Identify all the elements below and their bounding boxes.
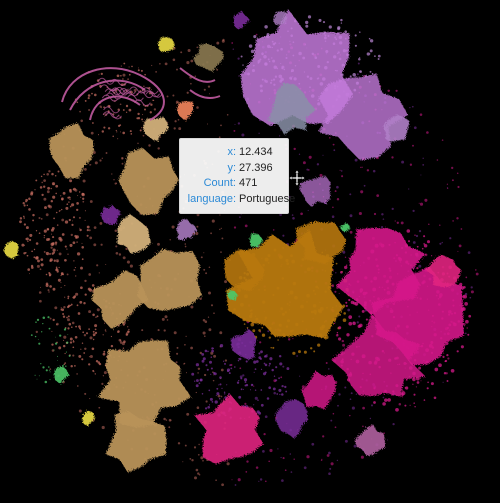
tooltip-row-x: x: 12.434 xyxy=(184,145,282,161)
string-cluster-lines xyxy=(61,67,221,121)
tooltip-key: y: xyxy=(227,161,236,174)
tooltip-key: Count: xyxy=(203,177,236,189)
tooltip-key: x: xyxy=(227,146,236,158)
tooltip-row-language: language: Portuguese xyxy=(184,192,296,208)
hover-tooltip: x: 12.434 y: 27.396 Count: 471 language:… xyxy=(179,138,296,214)
crosshair-move-cursor-icon xyxy=(289,170,305,186)
tooltip-value: Portuguese xyxy=(239,192,296,205)
tooltip-row-count: Count: 471 xyxy=(184,176,282,192)
tooltip-value: 12.434 xyxy=(239,146,273,158)
tooltip-row-y: y: 27.396 xyxy=(184,161,282,177)
tooltip-value: 471 xyxy=(239,177,258,189)
language-clusters xyxy=(3,9,464,473)
tooltip-key: language: xyxy=(187,192,236,205)
tooltip-value: 27.396 xyxy=(239,161,273,174)
